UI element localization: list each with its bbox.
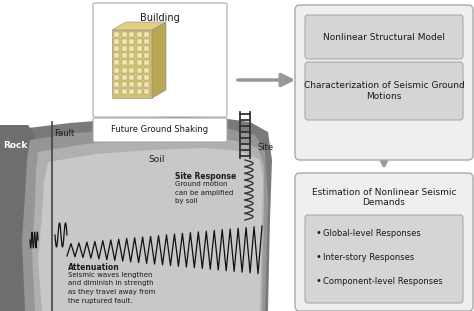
Text: Seismic waves lengthen
and diminish in strength
as they travel away from
the rup: Seismic waves lengthen and diminish in s… [68, 272, 155, 304]
Text: •: • [316, 228, 322, 238]
Polygon shape [38, 148, 263, 311]
Bar [129, 46, 134, 51]
Text: •: • [316, 276, 322, 286]
Text: Soil: Soil [148, 156, 164, 165]
Bar [122, 53, 127, 58]
Text: Attenuation: Attenuation [68, 263, 120, 272]
Polygon shape [0, 125, 38, 311]
Bar [122, 89, 127, 94]
Bar [137, 46, 142, 51]
Bar [137, 32, 142, 37]
Text: Fault: Fault [54, 128, 74, 137]
Bar [122, 46, 127, 51]
Polygon shape [22, 126, 268, 311]
Bar [145, 67, 149, 72]
Bar [114, 46, 119, 51]
Bar [145, 89, 149, 94]
Text: Estimation of Nonlinear Seismic
Demands: Estimation of Nonlinear Seismic Demands [312, 188, 456, 207]
Bar [122, 32, 127, 37]
FancyBboxPatch shape [295, 5, 473, 160]
Bar [137, 89, 142, 94]
Bar [137, 75, 142, 80]
Bar [137, 60, 142, 65]
Bar [129, 89, 134, 94]
Bar [114, 82, 119, 87]
Text: Future Ground Shaking: Future Ground Shaking [111, 126, 209, 134]
Bar [137, 67, 142, 72]
Text: Site: Site [258, 143, 274, 152]
Bar [145, 53, 149, 58]
Bar [129, 53, 134, 58]
Bar [114, 89, 119, 94]
Bar [137, 39, 142, 44]
Bar [145, 32, 149, 37]
Text: Component-level Responses: Component-level Responses [323, 276, 443, 285]
Bar [122, 39, 127, 44]
Bar [114, 32, 119, 37]
FancyBboxPatch shape [305, 215, 463, 303]
Bar [129, 39, 134, 44]
Text: Nonlinear Structural Model: Nonlinear Structural Model [323, 33, 445, 41]
Bar [129, 67, 134, 72]
Bar [137, 53, 142, 58]
Bar [129, 82, 134, 87]
Text: Characterization of Seismic Ground
Motions: Characterization of Seismic Ground Motio… [304, 81, 465, 101]
Polygon shape [32, 137, 264, 311]
Bar [122, 82, 127, 87]
Bar [145, 46, 149, 51]
Bar [129, 60, 134, 65]
Polygon shape [152, 22, 166, 98]
FancyBboxPatch shape [93, 3, 227, 117]
Bar [114, 39, 119, 44]
Text: Rock: Rock [3, 141, 27, 150]
Bar [114, 67, 119, 72]
Text: Ground motion
can be amplified
by soil: Ground motion can be amplified by soil [175, 181, 233, 204]
Bar [129, 75, 134, 80]
Text: •: • [316, 252, 322, 262]
Text: Site Response: Site Response [175, 172, 236, 181]
FancyBboxPatch shape [93, 118, 227, 142]
Polygon shape [112, 22, 166, 30]
Bar [122, 75, 127, 80]
Bar [129, 32, 134, 37]
Bar [145, 82, 149, 87]
Text: Global-level Responses: Global-level Responses [323, 229, 421, 238]
FancyBboxPatch shape [305, 15, 463, 59]
Bar [145, 60, 149, 65]
Polygon shape [112, 30, 152, 98]
Bar [114, 75, 119, 80]
Text: Building: Building [140, 13, 180, 23]
Bar [122, 60, 127, 65]
FancyBboxPatch shape [305, 62, 463, 120]
Bar [145, 75, 149, 80]
Bar [114, 60, 119, 65]
Bar [137, 82, 142, 87]
Text: Inter-story Responses: Inter-story Responses [323, 253, 414, 262]
Polygon shape [0, 117, 272, 311]
Bar [122, 67, 127, 72]
Bar [145, 39, 149, 44]
Bar [114, 53, 119, 58]
FancyBboxPatch shape [295, 173, 473, 311]
